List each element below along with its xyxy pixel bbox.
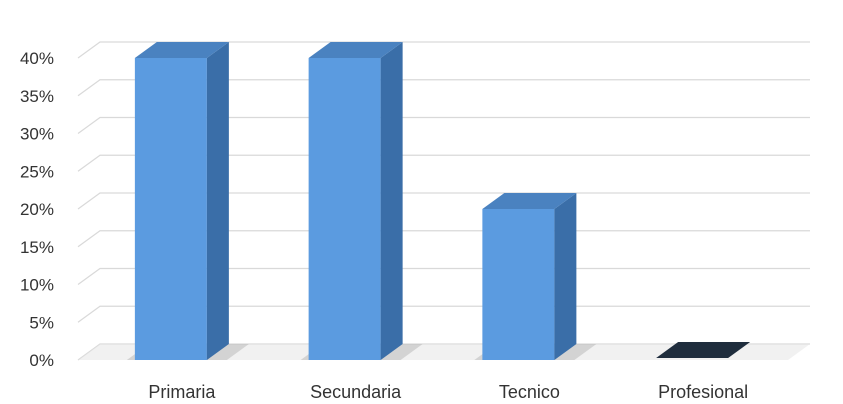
gridline	[77, 116, 810, 134]
y-tick-label: 30%	[20, 125, 54, 144]
gridline	[77, 154, 810, 172]
y-tick-label: 15%	[20, 238, 54, 257]
bar-tecnico	[474, 193, 597, 360]
y-tick-label: 5%	[29, 313, 54, 332]
chart-floor	[78, 344, 810, 360]
bar-primaria	[126, 42, 249, 360]
y-tick-label: 20%	[20, 200, 54, 219]
bar-secundaria	[300, 42, 423, 360]
x-tick-label: Tecnico	[499, 382, 560, 402]
y-tick-label: 25%	[20, 162, 54, 181]
gridline	[77, 79, 810, 97]
x-tick-label: Primaria	[148, 382, 216, 402]
y-tick-label: 40%	[20, 49, 54, 68]
y-tick-label: 10%	[20, 276, 54, 295]
grid-layer	[77, 41, 810, 361]
x-tick-label: Secundaria	[310, 382, 402, 402]
x-tick-label: Profesional	[658, 382, 748, 402]
x-axis: Primaria Secundaria Tecnico Profesional	[148, 382, 748, 402]
bars-layer	[126, 42, 751, 360]
y-tick-label: 0%	[29, 351, 54, 370]
y-axis: 0% 5% 10% 15% 20% 25% 30% 35% 40%	[20, 49, 54, 370]
gridline	[77, 41, 810, 59]
bar-profesional	[656, 342, 751, 358]
y-tick-label: 35%	[20, 87, 54, 106]
